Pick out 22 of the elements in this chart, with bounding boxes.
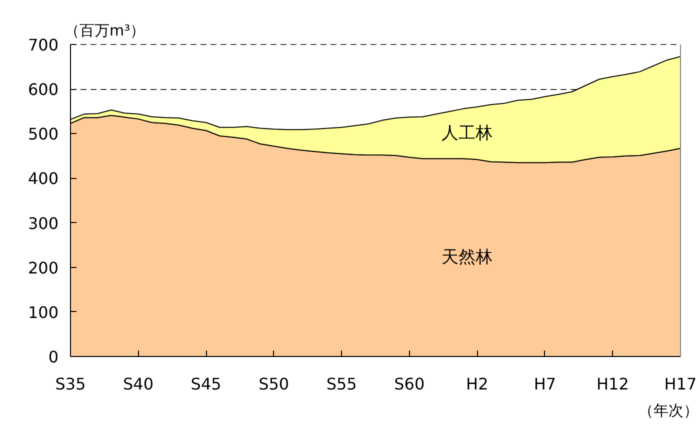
x-tick-label: S35 — [55, 374, 86, 394]
y-tick-label: 200 — [28, 258, 59, 278]
series-label: 天然林 — [442, 248, 492, 268]
x-tick-label: S60 — [394, 374, 425, 394]
series-label: 人工林 — [442, 124, 492, 144]
y-tick-label: 0 — [48, 348, 59, 366]
y-tick-label: 100 — [28, 302, 59, 322]
x-tick-label: S55 — [326, 374, 357, 394]
y-tick-label: 700 — [28, 36, 59, 54]
y-tick-label: 400 — [28, 169, 59, 188]
x-tick-label: H17 — [664, 374, 697, 394]
x-tick-label: S50 — [258, 374, 290, 394]
x-tick-label: H7 — [534, 374, 556, 394]
y-tick-label: 600 — [28, 80, 59, 100]
x-tick-label: H12 — [596, 374, 629, 394]
x-axis-title: （年次） — [638, 402, 698, 420]
x-tick-label: S45 — [190, 374, 222, 394]
x-tick-label: H2 — [466, 374, 488, 394]
y-axis-title: （百万m³） — [64, 22, 146, 40]
y-tick-label: 500 — [28, 124, 59, 144]
y-tick-label: 300 — [28, 214, 59, 233]
x-tick-label: S40 — [123, 374, 154, 394]
